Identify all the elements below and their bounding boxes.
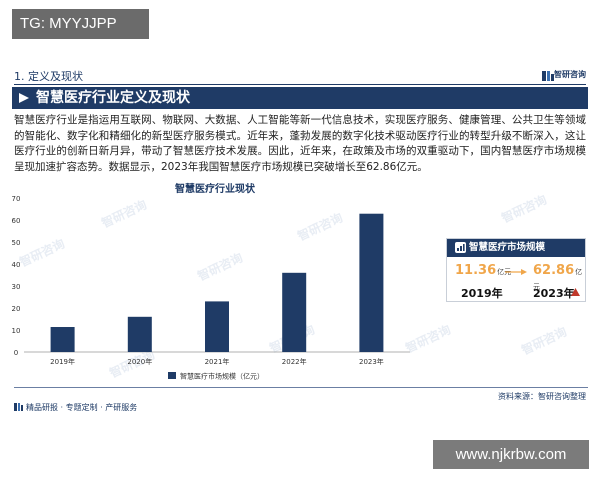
y-tick-label: 10 — [12, 327, 21, 335]
title-bar: 智慧医疗行业定义及现状 — [12, 87, 588, 109]
source-divider — [14, 387, 588, 388]
stat-start-value: 11.36亿元 — [455, 263, 512, 278]
x-tick-label: 2023年 — [359, 357, 384, 366]
url-label: www.njkrbw.com — [433, 440, 589, 469]
body-paragraph: 智慧医疗行业是指运用互联网、物联网、大数据、人工智能等新一代信息技术，实现医疗服… — [14, 114, 586, 173]
stat-start-unit: 亿元 — [497, 268, 512, 276]
play-arrow-icon — [19, 93, 29, 103]
arrow-right-icon — [505, 269, 527, 275]
section-divider — [14, 84, 586, 85]
stat-card-title: 智慧医疗市场规模 — [469, 242, 546, 253]
footer-services: 精品研报 · 专题定制 · 产研服务 — [14, 402, 137, 413]
tag-label: TG: MYYJJPP — [12, 9, 149, 39]
bar-chart: 0 10 20 30 40 50 60 70 2019年 2020年 2021年 2022年 2023年… — [12, 195, 410, 381]
bar — [205, 301, 229, 352]
x-tick-label: 2020年 — [127, 357, 152, 366]
y-tick-label: 50 — [12, 239, 21, 247]
footer-text: 精品研报 · 专题定制 · 产研服务 — [26, 403, 138, 412]
stat-end-unit: 亿元 — [533, 268, 583, 291]
watermark: 智研咨询 — [499, 192, 549, 226]
legend-swatch — [168, 372, 176, 379]
chart-title: 智慧医疗行业现状 — [175, 184, 255, 195]
y-tick-label: 40 — [12, 261, 21, 269]
bar — [127, 316, 152, 352]
bar — [359, 213, 384, 352]
x-tick-label: 2019年 — [50, 357, 75, 366]
watermark: 智研咨询 — [519, 324, 569, 358]
y-tick-label: 70 — [12, 195, 21, 203]
x-tick-label: 2021年 — [205, 357, 230, 366]
brand-logo-icon — [542, 71, 554, 81]
stat-start-year: 2019年 — [461, 287, 503, 300]
brand-name: 智研咨询 — [554, 70, 586, 79]
y-tick-label: 30 — [12, 283, 21, 291]
x-tick-label: 2022年 — [282, 357, 307, 366]
stat-end-value: 62.86亿元 — [533, 263, 583, 291]
y-tick-label: 60 — [12, 217, 21, 225]
up-arrow-icon — [571, 288, 580, 296]
stat-card: 智慧医疗市场规模 11.36亿元 62.86亿元 2019年 2023年 — [446, 238, 586, 302]
page-title: 智慧医疗行业定义及现状 — [36, 90, 190, 106]
stat-end-year: 2023年 — [533, 287, 575, 300]
section-number: 1. 定义及现状 — [14, 70, 83, 83]
section-header: 1. 定义及现状 智研咨询 — [14, 66, 586, 86]
brand-logo-icon — [14, 403, 23, 411]
y-tick-label: 0 — [14, 349, 18, 357]
bar — [50, 327, 75, 352]
y-tick-label: 20 — [12, 305, 21, 313]
source-note: 资料来源：智研咨询整理 — [498, 392, 586, 401]
stat-card-header: 智慧医疗市场规模 — [447, 239, 585, 257]
legend-label: 智慧医疗市场规模（亿元） — [180, 372, 264, 381]
chart-bars-icon — [455, 242, 466, 253]
bar — [282, 272, 307, 352]
